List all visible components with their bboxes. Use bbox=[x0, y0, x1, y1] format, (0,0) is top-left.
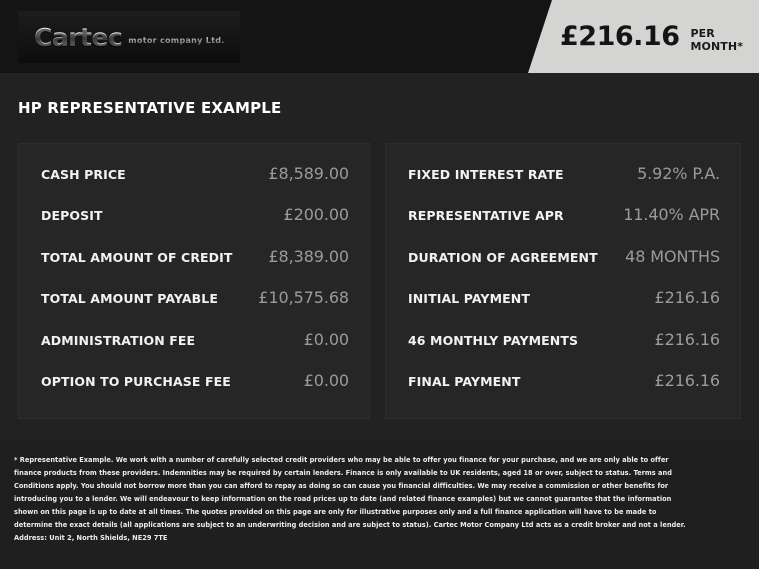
row-label: DEPOSIT bbox=[41, 208, 103, 224]
logo-brand-text: Cartec bbox=[34, 22, 123, 52]
row-label: FIXED INTEREST RATE bbox=[408, 167, 564, 182]
row-label: FINAL PAYMENT bbox=[408, 373, 521, 389]
row-label: OPTION TO PURCHASE FEE bbox=[41, 373, 231, 389]
row-value: £216.16 bbox=[654, 329, 721, 349]
table-row: FINAL PAYMENT £216.16 bbox=[408, 371, 720, 412]
monthly-price-period: PER MONTH* bbox=[690, 26, 744, 53]
finance-panel-left: CASH PRICE £8,589.00 DEPOSIT £200.00 TOT… bbox=[18, 143, 370, 419]
table-row: TOTAL AMOUNT PAYABLE £10,575.68 bbox=[41, 288, 349, 329]
table-row: TOTAL AMOUNT OF CREDIT £8,389.00 bbox=[41, 247, 349, 288]
table-row: REPRESENTATIVE APR 11.40% APR bbox=[408, 205, 720, 246]
table-row: FIXED INTEREST RATE 5.92% P.A. bbox=[408, 164, 720, 205]
row-value: 11.40% APR bbox=[623, 205, 720, 225]
monthly-price-banner: £216.16 PER MONTH* bbox=[528, 0, 759, 73]
monthly-price-amount: £216.16 bbox=[560, 21, 680, 52]
row-value: 5.92% P.A. bbox=[637, 164, 720, 183]
row-value: £216.16 bbox=[654, 370, 721, 390]
table-row: DEPOSIT £200.00 bbox=[41, 205, 349, 246]
row-label: CASH PRICE bbox=[41, 167, 126, 182]
finance-panel-right: FIXED INTEREST RATE 5.92% P.A. REPRESENT… bbox=[385, 143, 741, 419]
monthly-price-content: £216.16 PER MONTH* bbox=[560, 0, 759, 73]
row-value: £216.16 bbox=[654, 288, 721, 308]
logo-tagline-text: motor company Ltd. bbox=[128, 36, 225, 45]
row-label: 46 MONTHLY PAYMENTS bbox=[408, 332, 579, 348]
row-label: REPRESENTATIVE APR bbox=[408, 208, 564, 224]
table-row: ADMINISTRATION FEE £0.00 bbox=[41, 330, 349, 371]
disclaimer-text: * Representative Example. We work with a… bbox=[14, 456, 686, 542]
row-label: DURATION OF AGREEMENT bbox=[408, 249, 598, 265]
row-label: TOTAL AMOUNT PAYABLE bbox=[41, 291, 218, 307]
row-value: £0.00 bbox=[303, 329, 349, 349]
table-row: INITIAL PAYMENT £216.16 bbox=[408, 288, 720, 329]
row-value: £0.00 bbox=[303, 370, 349, 390]
table-row: DURATION OF AGREEMENT 48 MONTHS bbox=[408, 247, 720, 288]
row-value: £10,575.68 bbox=[258, 288, 349, 308]
row-value: 48 MONTHS bbox=[625, 246, 720, 266]
row-label: TOTAL AMOUNT OF CREDIT bbox=[41, 249, 233, 265]
table-row: OPTION TO PURCHASE FEE £0.00 bbox=[41, 371, 349, 412]
finance-details-panels: CASH PRICE £8,589.00 DEPOSIT £200.00 TOT… bbox=[0, 143, 759, 419]
row-label: ADMINISTRATION FEE bbox=[41, 332, 196, 348]
table-row: CASH PRICE £8,589.00 bbox=[41, 164, 349, 205]
row-value: £8,589.00 bbox=[268, 164, 349, 183]
page-title: HP REPRESENTATIVE EXAMPLE bbox=[18, 99, 282, 117]
table-row: 46 MONTHLY PAYMENTS £216.16 bbox=[408, 330, 720, 371]
row-label: INITIAL PAYMENT bbox=[408, 291, 530, 307]
page-footer: * Representative Example. We work with a… bbox=[0, 440, 759, 569]
dealer-logo[interactable]: Cartec motor company Ltd. bbox=[18, 11, 240, 63]
page-header: Cartec motor company Ltd. £216.16 PER MO… bbox=[0, 0, 759, 73]
row-value: £200.00 bbox=[283, 205, 350, 225]
row-value: £8,389.00 bbox=[268, 246, 349, 266]
